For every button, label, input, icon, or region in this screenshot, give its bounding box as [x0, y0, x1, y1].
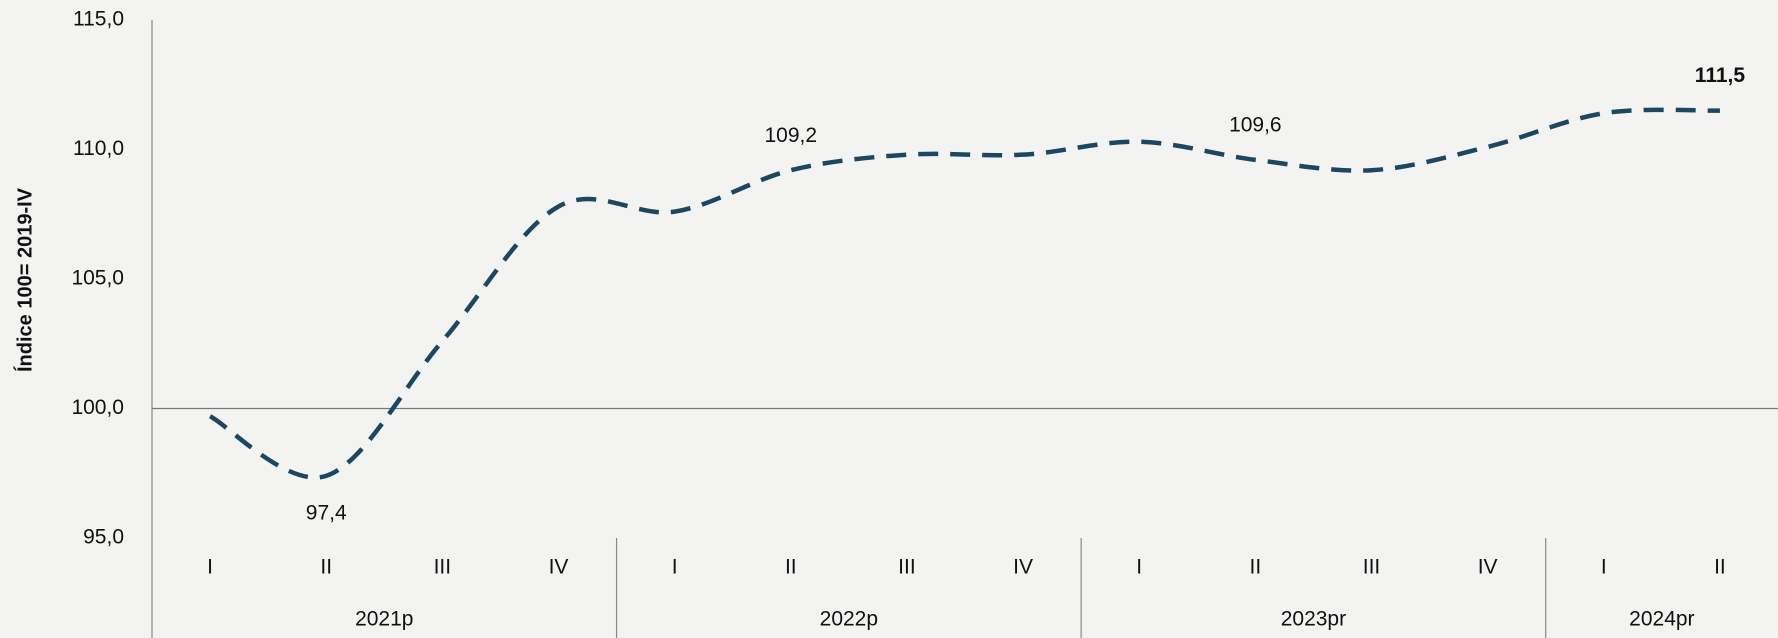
data-label: 109,6	[1229, 113, 1282, 136]
x-tick-label: I	[1136, 556, 1142, 579]
group-label: 2023pr	[1281, 608, 1346, 631]
y-tick-label: 110,0	[73, 137, 124, 160]
x-tick-label: II	[785, 556, 797, 579]
x-tick-label: IV	[1013, 556, 1033, 579]
x-tick-label: IV	[549, 556, 569, 579]
x-tick-label: III	[1363, 556, 1381, 579]
x-tick-label: III	[898, 556, 916, 579]
x-tick-label: II	[320, 556, 332, 579]
data-label: 109,2	[765, 124, 818, 147]
x-tick-label: I	[672, 556, 678, 579]
group-label: 2022p	[820, 608, 878, 631]
y-axis-label: Índice 100= 2019-IV	[13, 187, 36, 372]
y-tick-label: 100,0	[71, 396, 124, 419]
x-tick-label: IV	[1478, 556, 1498, 579]
data-label: 111,5	[1695, 64, 1746, 87]
group-label: 2024pr	[1629, 608, 1694, 631]
x-tick-label: II	[1250, 556, 1262, 579]
group-label: 2021p	[355, 608, 413, 631]
line-series	[208, 107, 1720, 480]
data-label: 97,4	[306, 501, 347, 524]
y-tick-label: 115,0	[73, 8, 124, 31]
x-tick-label: III	[434, 556, 452, 579]
y-tick-label: 95,0	[83, 526, 124, 549]
x-tick-label: I	[207, 556, 213, 579]
y-tick-label: 105,0	[71, 267, 124, 290]
x-tick-label: I	[1601, 556, 1607, 579]
x-tick-label: II	[1714, 556, 1726, 579]
